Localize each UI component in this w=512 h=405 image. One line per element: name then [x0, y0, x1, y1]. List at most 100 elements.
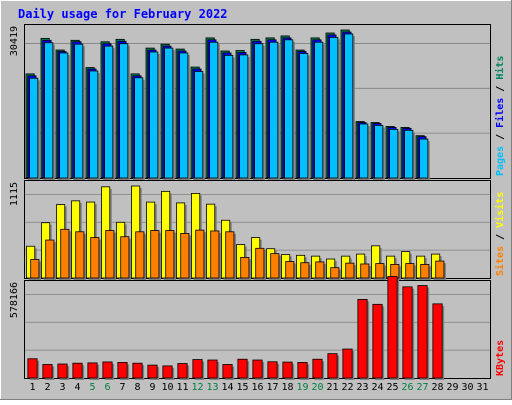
- bar-kbytes-day-12: [192, 359, 203, 379]
- bar-pages-day-24: [374, 125, 384, 179]
- x-tick-label-16: 16: [251, 382, 263, 393]
- bar-kbytes-day-10: [162, 365, 173, 379]
- x-tick-label-13: 13: [206, 382, 218, 393]
- x-tick-label-17: 17: [266, 382, 278, 393]
- x-tick-label-10: 10: [161, 382, 173, 393]
- bar-pages-day-15: [239, 54, 249, 179]
- bar-sites-day-9: [150, 230, 160, 279]
- bar-pages-day-9: [149, 51, 159, 179]
- bar-kbytes-day-13: [207, 359, 218, 379]
- panel-2: 1115 Sites / Visits: [9, 180, 506, 280]
- x-tick-label-30: 30: [461, 382, 473, 393]
- panel-1-ytick-label: 30419: [9, 26, 20, 56]
- x-tick-label-8: 8: [134, 382, 140, 393]
- bar-sites-day-14: [225, 231, 235, 279]
- bar-sites-day-27: [420, 263, 430, 279]
- bar-kbytes-day-28: [432, 303, 443, 379]
- bar-sites-day-6: [105, 230, 115, 279]
- bar-sites-day-2: [45, 239, 55, 279]
- legend-entry: KBytes: [495, 340, 506, 376]
- bar-kbytes-day-17: [267, 361, 278, 379]
- bar-pages-day-10: [164, 47, 174, 179]
- bar-pages-day-17: [269, 41, 279, 179]
- bar-sites-day-11: [180, 233, 190, 279]
- legend-entry: /: [495, 80, 506, 98]
- bar-sites-day-26: [405, 263, 415, 279]
- x-tick-label-22: 22: [341, 382, 353, 393]
- x-tick-label-14: 14: [221, 382, 233, 393]
- panel-3-ytick-label: 578166: [9, 282, 20, 318]
- bar-pages-day-12: [194, 71, 204, 179]
- x-tick-label-23: 23: [356, 382, 368, 393]
- bar-kbytes-day-23: [357, 298, 368, 379]
- bar-pages-day-18: [284, 39, 294, 179]
- panel-3-legend: KBytes: [495, 340, 506, 376]
- panel-1-legend: Pages / Files / Hits: [494, 56, 506, 176]
- bar-sites-day-15: [240, 256, 250, 279]
- bar-sites-day-12: [195, 229, 205, 279]
- bar-pages-day-5: [89, 70, 99, 179]
- bar-sites-day-17: [270, 253, 280, 279]
- x-tick-label-4: 4: [74, 382, 80, 393]
- legend-entry: Files: [494, 98, 506, 128]
- bar-pages-day-16: [254, 43, 264, 179]
- panel-1: 30419 Pages / Files / Hits: [9, 24, 506, 181]
- bar-pages-day-6: [104, 45, 114, 179]
- bar-pages-day-13: [209, 41, 219, 179]
- bar-pages-day-11: [179, 52, 189, 179]
- bar-kbytes-day-9: [147, 364, 158, 379]
- x-tick-label-7: 7: [119, 382, 125, 393]
- bar-sites-day-28: [435, 260, 445, 279]
- bar-pages-day-21: [329, 36, 339, 179]
- bar-pages-day-23: [359, 123, 369, 179]
- bar-kbytes-day-27: [417, 285, 428, 379]
- panel-3: 578166 KBytes: [9, 276, 506, 380]
- bar-kbytes-day-3: [57, 363, 68, 379]
- bar-kbytes-day-15: [237, 358, 248, 379]
- legend-entry: Hits: [494, 56, 506, 80]
- bar-sites-day-22: [345, 262, 355, 279]
- x-tick-label-9: 9: [149, 382, 155, 393]
- bar-sites-day-7: [120, 236, 130, 279]
- legend-entry: Pages: [495, 146, 506, 176]
- bar-pages-day-14: [224, 54, 234, 179]
- x-tick-label-21: 21: [326, 382, 338, 393]
- bar-kbytes-day-7: [117, 362, 128, 379]
- bar-sites-day-1: [30, 259, 40, 279]
- bar-kbytes-day-8: [132, 362, 143, 379]
- x-tick-label-5: 5: [89, 382, 95, 393]
- bar-pages-day-7: [119, 43, 129, 179]
- x-tick-label-28: 28: [431, 382, 443, 393]
- bar-kbytes-day-16: [252, 359, 263, 379]
- chart-title: Daily usage for February 2022: [18, 7, 228, 21]
- x-tick-label-11: 11: [176, 382, 188, 393]
- legend-entry: /: [495, 228, 506, 246]
- bar-kbytes-day-4: [72, 362, 83, 379]
- bar-kbytes-day-22: [342, 348, 353, 379]
- bar-pages-day-22: [344, 33, 354, 179]
- x-tick-label-26: 26: [401, 382, 413, 393]
- bar-sites-day-13: [210, 230, 220, 279]
- bar-kbytes-day-18: [282, 361, 293, 379]
- bar-sites-day-25: [390, 263, 400, 279]
- bar-kbytes-day-14: [222, 364, 233, 379]
- x-tick-label-2: 2: [44, 382, 50, 393]
- bar-sites-day-10: [165, 230, 175, 279]
- bar-kbytes-day-2: [42, 364, 53, 379]
- legend-entry: Visits: [494, 192, 506, 228]
- bar-pages-day-27: [419, 138, 429, 179]
- bar-kbytes-day-19: [297, 362, 308, 379]
- x-tick-label-19: 19: [296, 382, 308, 393]
- bar-kbytes-day-6: [102, 361, 113, 379]
- x-tick-label-27: 27: [416, 382, 428, 393]
- bar-sites-day-16: [255, 247, 265, 279]
- x-tick-label-1: 1: [29, 382, 35, 393]
- x-tick-label-18: 18: [281, 382, 293, 393]
- legend-entry: Sites: [494, 246, 506, 276]
- legend-entry: /: [495, 128, 506, 146]
- bar-pages-day-4: [74, 43, 84, 179]
- bar-pages-day-26: [404, 129, 414, 179]
